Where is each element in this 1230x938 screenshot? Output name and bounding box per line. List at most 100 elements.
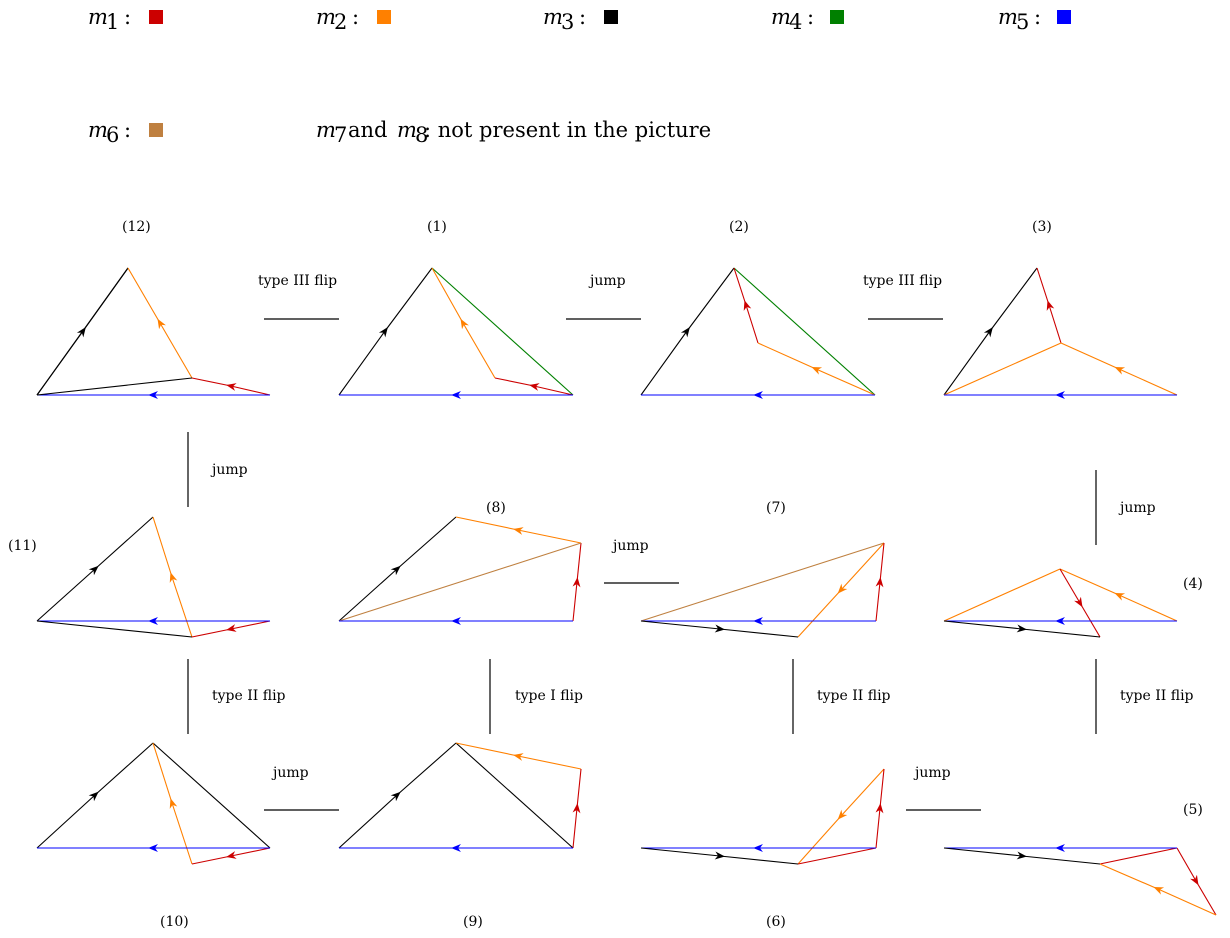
- transition-label-3-4: jump: [1118, 500, 1156, 516]
- edge-m1: [191, 377, 271, 396]
- panel-1: [338, 267, 574, 399]
- legend-m1-swatch: [149, 10, 163, 24]
- transition-label-5-6: jump: [913, 765, 951, 781]
- edge-m3: [943, 620, 1101, 638]
- edge-m3: [338, 742, 457, 849]
- edge-m2: [455, 742, 582, 770]
- panel-6: [640, 768, 885, 865]
- legend-m6-label: m: [88, 118, 108, 142]
- edge-m3: [943, 847, 1101, 865]
- edge-m3: [640, 847, 799, 865]
- legend-m4-swatch: [830, 10, 844, 24]
- transition-label-12-1: type III flip: [258, 273, 337, 289]
- edge-m2: [152, 516, 193, 638]
- panel-12: [36, 267, 271, 399]
- panel-7: [640, 542, 885, 638]
- panel-label-5: (5): [1183, 802, 1203, 818]
- panel-label-1: (1): [427, 219, 447, 235]
- legend-m3-label: m: [543, 5, 563, 29]
- legend-note-and: and: [348, 118, 388, 142]
- panel-label-4: (4): [1183, 576, 1203, 592]
- legend-m2-swatch: [377, 10, 391, 24]
- legend-m6-sub: 6: [106, 123, 119, 147]
- edge-m1: [191, 847, 271, 865]
- panel-label-9: (9): [463, 914, 483, 930]
- legend-m1-colon: :: [124, 5, 131, 29]
- legend-item-m6: m 6 :: [88, 118, 163, 147]
- transition-label-10-11: type II flip: [212, 688, 286, 704]
- edge-m2: [1059, 568, 1178, 622]
- legend: m 1 : m 2 : m 3 : m 4 : m 5 :: [88, 5, 1071, 147]
- legend-note-m7: m: [316, 118, 336, 142]
- panel-label-10: (10): [160, 914, 189, 930]
- legend-m2-sub: 2: [334, 10, 347, 34]
- panel-labels: (12) (1) (2) (3) (4) (5) (6) (7) (8) (9)…: [8, 219, 1203, 930]
- legend-m2-colon: :: [352, 5, 359, 29]
- edge-m1-bottom: [797, 847, 877, 865]
- transition-labels: type III flip jump type III flip jump ty…: [210, 273, 1194, 781]
- edge-m1: [875, 542, 885, 622]
- panel-label-7: (7): [766, 500, 786, 516]
- transitions: [187, 318, 1097, 811]
- edge-m4: [431, 267, 574, 396]
- edge-m3: [640, 267, 735, 396]
- legend-item-m2: m 2 :: [316, 5, 391, 34]
- edge-m1: [1036, 267, 1062, 344]
- transition-label-8-9: type I flip: [515, 688, 583, 704]
- legend-item-m5: m 5 :: [998, 5, 1071, 34]
- panel-9: [338, 742, 582, 852]
- edge-m3: [338, 267, 433, 396]
- panel-4: [943, 568, 1178, 638]
- legend-note-sub8: 8: [415, 123, 428, 147]
- transition-label-7-8: jump: [611, 538, 649, 554]
- legend-note-sub7: 7: [334, 123, 347, 147]
- edge-m3-lower: [36, 620, 193, 638]
- legend-m6-colon: :: [124, 118, 131, 142]
- legend-item-m1: m 1 :: [88, 5, 163, 34]
- edge-m4: [733, 267, 876, 396]
- panel-label-12: (12): [122, 219, 151, 235]
- edge-m1-top: [1099, 847, 1178, 865]
- legend-m6-swatch: [149, 123, 163, 137]
- edge-m6: [338, 542, 582, 622]
- edge-m3: [943, 267, 1038, 396]
- legend-note-text: : not present in the picture: [424, 118, 711, 142]
- edge-m3: [640, 620, 799, 638]
- legend-m1-sub: 1: [106, 10, 119, 34]
- panel-label-11: (11): [8, 538, 37, 554]
- panel-2: [640, 267, 876, 399]
- legend-note: m 7 and m 8 : not present in the picture: [316, 118, 711, 147]
- panel-label-6: (6): [766, 914, 786, 930]
- edge-m2-left: [943, 568, 1061, 622]
- edge-m2: [797, 768, 885, 865]
- panel-11: [36, 516, 271, 638]
- legend-m4-sub: 4: [789, 10, 802, 34]
- edge-m2: [152, 742, 193, 865]
- edge-m2: [1060, 342, 1178, 396]
- legend-m3-swatch: [604, 10, 618, 24]
- edge-m2: [1099, 863, 1217, 916]
- legend-m3-sub: 3: [561, 10, 574, 34]
- edge-m3-arrow: [36, 267, 129, 396]
- edge-m3: [338, 516, 457, 622]
- panel-8: [338, 516, 582, 625]
- legend-m5-colon: :: [1034, 5, 1041, 29]
- legend-m2-label: m: [316, 5, 336, 29]
- transition-label-2-3: type III flip: [863, 273, 942, 289]
- edge-m2: [127, 267, 193, 379]
- legend-m3-colon: :: [579, 5, 586, 29]
- edge-m3-lower: [36, 377, 193, 396]
- legend-m5-swatch: [1057, 10, 1071, 24]
- edge-m1: [1059, 568, 1101, 638]
- edge-m3: [36, 742, 154, 849]
- edge-m1: [1176, 847, 1217, 916]
- panel-label-2: (2): [729, 219, 749, 235]
- edge-m1: [572, 768, 582, 849]
- legend-m4-label: m: [771, 5, 791, 29]
- panel-5: [943, 844, 1217, 916]
- panel-label-8: (8): [486, 500, 506, 516]
- panel-10: [36, 742, 271, 865]
- panel-3: [943, 267, 1178, 399]
- transition-label-1-2: jump: [588, 273, 626, 289]
- edge-m1: [572, 542, 582, 622]
